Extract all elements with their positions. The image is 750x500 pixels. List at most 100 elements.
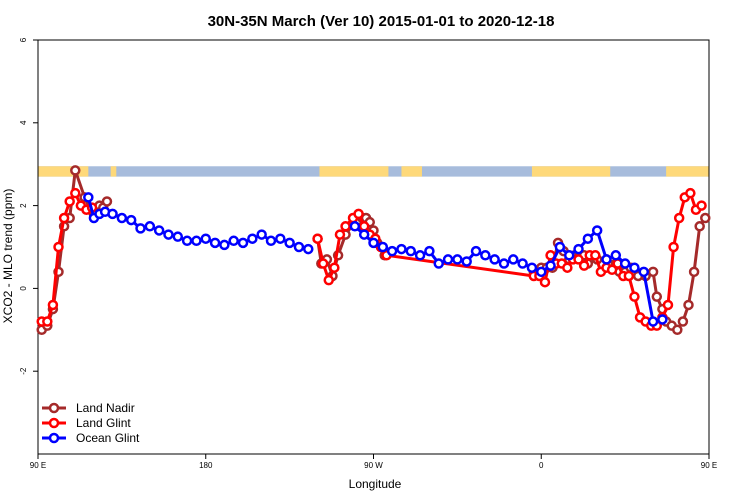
series-2-point-7 [135, 223, 146, 234]
series-1-point-5 [64, 196, 75, 207]
series-2-point-36 [405, 245, 417, 257]
series-2-point-58 [610, 250, 622, 261]
series-2-point-39 [433, 258, 444, 269]
series-2-point-47 [508, 254, 519, 265]
series-1-point-34 [573, 254, 584, 265]
series-2-point-63 [657, 314, 668, 325]
series-2-point-14 [200, 233, 211, 244]
series-2-point-17 [228, 235, 239, 247]
series-2-point-46 [498, 258, 510, 269]
series-2-point-4 [107, 208, 118, 220]
series-1-point-6 [70, 187, 81, 199]
series-2-point-44 [480, 250, 491, 261]
surface-band [38, 166, 709, 177]
series-0-point-59 [700, 212, 711, 224]
series-2-point-34 [386, 245, 398, 257]
series-1-point-13 [312, 233, 323, 244]
series-2-point-55 [582, 233, 594, 244]
series-2-point-25 [303, 243, 314, 255]
band-land-5 [666, 166, 709, 177]
series-2-point-32 [368, 237, 379, 249]
series-1-point-44 [629, 291, 640, 302]
series-2-point-51 [545, 260, 556, 271]
chart-title: 30N-35N March (Ver 10) 2015-01-01 to 202… [208, 13, 555, 30]
x-tick-label-1: 180 [199, 461, 213, 470]
series-1-point-40 [606, 264, 618, 276]
series-2-point-37 [414, 250, 426, 261]
series-1-point-37 [590, 250, 601, 261]
series-1-point-2 [47, 299, 59, 311]
series-0-point-49 [647, 266, 659, 278]
series-2-point-52 [554, 241, 566, 253]
series-2-point-62 [647, 316, 659, 327]
series-2-point-0 [83, 192, 94, 203]
series-2-point-59 [619, 258, 631, 269]
series-layer [36, 165, 711, 336]
legend-marker-2 [48, 432, 60, 444]
series-1-point-17 [334, 229, 346, 240]
x-tick-label-2: 90 W [364, 461, 383, 470]
series-2-point-10 [163, 229, 174, 240]
series-2-point-33 [377, 241, 389, 253]
x-axis: 90 E 180 90 W 0 90 E [30, 454, 717, 470]
series-2-point-20 [256, 229, 267, 240]
legend-label-0: Land Nadir [76, 401, 135, 415]
series-0-point-57 [688, 266, 700, 278]
y-axis: -2 0 2 4 6 [19, 37, 38, 375]
series-2-point-40 [442, 254, 454, 265]
series-1-point-20 [353, 208, 364, 220]
y-tick-label-1: 0 [19, 286, 28, 291]
band-land-2 [319, 166, 389, 177]
series-2-point-61 [638, 266, 650, 278]
legend-marker-1 [48, 417, 60, 429]
series-2-point-15 [209, 237, 221, 249]
x-tick-label-4: 90 E [701, 461, 717, 470]
band-land-3 [401, 166, 422, 177]
series-0-point-54 [672, 324, 683, 336]
series-2-point-57 [601, 254, 612, 265]
band-land-1 [110, 166, 117, 177]
series-1-point-43 [623, 270, 635, 282]
series-2-point-16 [219, 239, 230, 251]
series-1-point-16 [329, 262, 340, 273]
series-1-point-54 [685, 187, 696, 199]
series-2-point-45 [489, 254, 500, 265]
series-2-point-43 [470, 245, 482, 257]
series-1-point-56 [696, 200, 707, 211]
series-1-point-50 [662, 299, 674, 311]
y-tick-label-0: -2 [19, 367, 28, 375]
series-1-point-51 [668, 241, 679, 253]
series-1-point-18 [340, 221, 351, 232]
series-2-point-8 [144, 221, 156, 232]
x-tick-label-3: 0 [539, 461, 544, 470]
series-2-point-6 [125, 214, 137, 226]
series-2-point-30 [349, 221, 361, 232]
legend-marker-0 [48, 402, 60, 414]
series-2-point-35 [396, 243, 407, 255]
legend-label-2: Ocean Glint [76, 431, 140, 445]
series-0-point-55 [677, 316, 689, 327]
band-land-4 [531, 166, 611, 177]
series-2-point-50 [536, 266, 547, 278]
series-1-point-52 [673, 212, 685, 224]
series-0-point-50 [651, 291, 663, 302]
series-2-point-5 [116, 212, 128, 224]
series-0-point-58 [694, 221, 705, 232]
series-1-point-15 [323, 274, 335, 286]
series-1-point-21 [358, 221, 370, 232]
series-2-point-22 [275, 233, 286, 244]
y-tick-label-2: 2 [19, 203, 28, 208]
series-2 [83, 192, 668, 327]
series-1-point-28 [539, 276, 551, 288]
series-2-point-19 [247, 233, 258, 244]
series-2-point-11 [172, 231, 184, 242]
series-2-point-42 [461, 256, 472, 267]
x-tick-label-0: 90 E [30, 461, 46, 470]
series-2-point-23 [284, 237, 295, 249]
series-1-point-35 [578, 260, 590, 271]
x-axis-label: Longitude [349, 477, 402, 491]
y-axis-label: XCO2 - MLO trend (ppm) [1, 189, 15, 324]
legend-label-1: Land Glint [76, 416, 131, 430]
